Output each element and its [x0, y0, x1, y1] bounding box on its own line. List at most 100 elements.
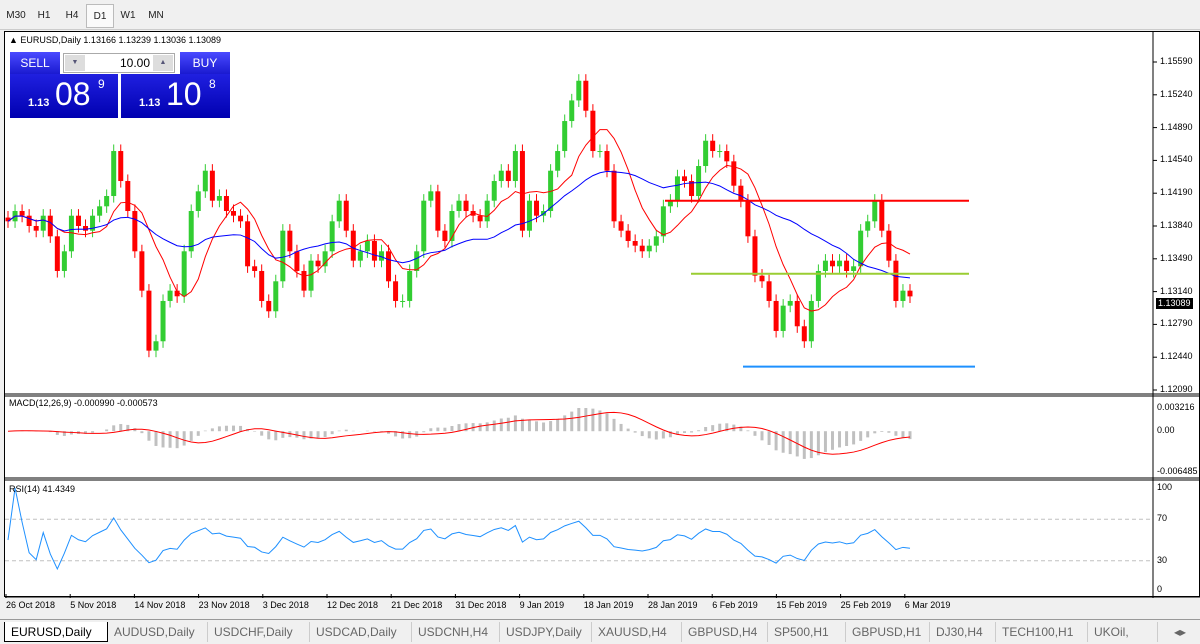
candle-body [174, 290, 180, 297]
candle-body [562, 121, 568, 152]
candle-body [393, 281, 399, 301]
chart-tab[interactable]: DJ30,H4 [930, 622, 996, 642]
date-label: 28 Jan 2019 [648, 600, 698, 610]
candle-body [294, 251, 300, 271]
candle-body [660, 206, 666, 237]
date-label: 31 Dec 2018 [455, 600, 507, 610]
candle-body [745, 200, 751, 237]
macd-label: MACD(12,26,9) -0.000990 -0.000573 [9, 398, 158, 408]
candle-body [808, 300, 814, 342]
chart-canvas[interactable] [5, 32, 1200, 598]
candle-body [456, 200, 462, 212]
price-tick-label: 1.13140 [1160, 285, 1193, 296]
rsi-tick-label: 70 [1157, 513, 1168, 524]
buy-price[interactable]: 1.13 10 8 [121, 74, 230, 118]
candle-body [54, 236, 60, 271]
candle-body [33, 226, 39, 231]
date-label: 25 Feb 2019 [840, 600, 892, 610]
candle-body [40, 215, 46, 231]
candle-body [167, 290, 173, 301]
candle-body [386, 251, 392, 282]
candle-body [181, 251, 187, 297]
chart-window[interactable]: ▲ EURUSD,Daily 1.13166 1.13239 1.13036 1… [4, 31, 1200, 610]
sell-button[interactable]: SELL [10, 52, 60, 74]
chart-tabs: EURUSD,Daily AUDUSD,Daily USDCHF,Daily USDC… [0, 619, 1200, 644]
price-tick-label: 1.12440 [1160, 351, 1193, 362]
candle-body [378, 251, 384, 261]
price-tick-label: 1.15240 [1160, 88, 1193, 99]
chart-header: ▲ EURUSD,Daily 1.13166 1.13239 1.13036 1… [9, 35, 222, 45]
volume-up-icon[interactable]: ▲ [153, 55, 173, 71]
volume-down-icon[interactable]: ▼ [65, 55, 85, 71]
date-label: 6 Feb 2019 [712, 600, 758, 610]
timeframe-d1[interactable]: D1 [86, 4, 114, 28]
rsi-tick-label: 30 [1157, 554, 1168, 565]
chart-tab[interactable]: GBPUSD,H4 [682, 622, 768, 642]
candle-body [498, 170, 504, 182]
price-tick-label: 1.13490 [1160, 252, 1193, 263]
candle-body [717, 151, 723, 153]
candle-body [477, 215, 483, 222]
candle-body [555, 151, 561, 171]
chart-tab[interactable]: XAUUSD,H4 [592, 622, 682, 642]
chart-tab[interactable]: USDCNH,H4 [412, 622, 500, 642]
candle-body [68, 215, 74, 252]
timeframe-h4[interactable]: H4 [65, 10, 79, 21]
volume-input[interactable]: ▼ 10.00 ▲ [63, 53, 175, 73]
candle-body [449, 211, 455, 241]
tab-scroll-arrows-icon[interactable]: ◂▸ [1174, 625, 1187, 639]
date-label: 14 Nov 2018 [134, 600, 186, 610]
candle-body [900, 290, 906, 301]
triangle-up-icon: ▲ [9, 35, 21, 45]
chart-tab[interactable]: EURUSD,Daily [4, 622, 108, 642]
candle-body [780, 305, 786, 331]
date-label: 18 Jan 2019 [583, 600, 634, 610]
candle-body [223, 196, 229, 212]
candle-body [407, 270, 413, 301]
candle-body [90, 215, 96, 231]
candle-body [97, 206, 103, 216]
price-tick-label: 1.12090 [1160, 384, 1193, 394]
price-tick-label: 1.15590 [1160, 56, 1193, 66]
candle-body [421, 200, 427, 252]
timeframe-toolbar: M30 H1 H4 D1 W1 MN [0, 0, 1200, 30]
timeframe-mn[interactable]: MN [148, 10, 164, 21]
candle-body [667, 200, 673, 207]
candle-body [61, 251, 67, 271]
sell-price[interactable]: 1.13 08 9 [10, 74, 118, 118]
candle-body [829, 260, 835, 267]
candle-body [590, 110, 596, 152]
candle-body [576, 80, 582, 101]
candle-body [837, 260, 843, 267]
chart-tab[interactable]: AUDUSD,Daily [108, 622, 208, 642]
candle-body [5, 217, 11, 222]
chart-tab[interactable]: USDCAD,Daily [310, 622, 412, 642]
candle-body [738, 185, 744, 201]
price-tick-label: 1.13840 [1160, 220, 1193, 230]
candle-body [209, 170, 215, 201]
timeframe-m30[interactable]: M30 [6, 10, 26, 21]
buy-button[interactable]: BUY [180, 52, 230, 74]
candle-body [724, 151, 730, 162]
chart-tab[interactable]: TECH100,H1 [996, 622, 1088, 642]
candle-body [731, 161, 737, 186]
timeframe-h1[interactable]: H1 [37, 10, 51, 21]
chart-tab[interactable]: GBPUSD,H1 [846, 622, 930, 642]
timeframe-w1[interactable]: W1 [120, 10, 136, 21]
candle-body [548, 170, 554, 212]
candle-body [851, 266, 857, 271]
candle-body [132, 211, 138, 252]
chart-tab[interactable]: USDCHF,Daily [208, 622, 310, 642]
candle-body [442, 230, 448, 241]
chart-tab[interactable]: SP500,H1 [768, 622, 846, 642]
candle-body [118, 151, 124, 182]
chart-tab[interactable]: USDJPY,Daily [500, 622, 592, 642]
candle-body [710, 140, 716, 152]
candle-body [865, 221, 871, 231]
candle-body [350, 230, 356, 261]
candle-body [893, 260, 899, 301]
chart-tab[interactable]: UKOil, [1088, 622, 1158, 642]
price-tick-label: 1.12790 [1160, 318, 1193, 329]
volume-value[interactable]: 10.00 [119, 56, 150, 70]
candle-body [104, 196, 110, 207]
